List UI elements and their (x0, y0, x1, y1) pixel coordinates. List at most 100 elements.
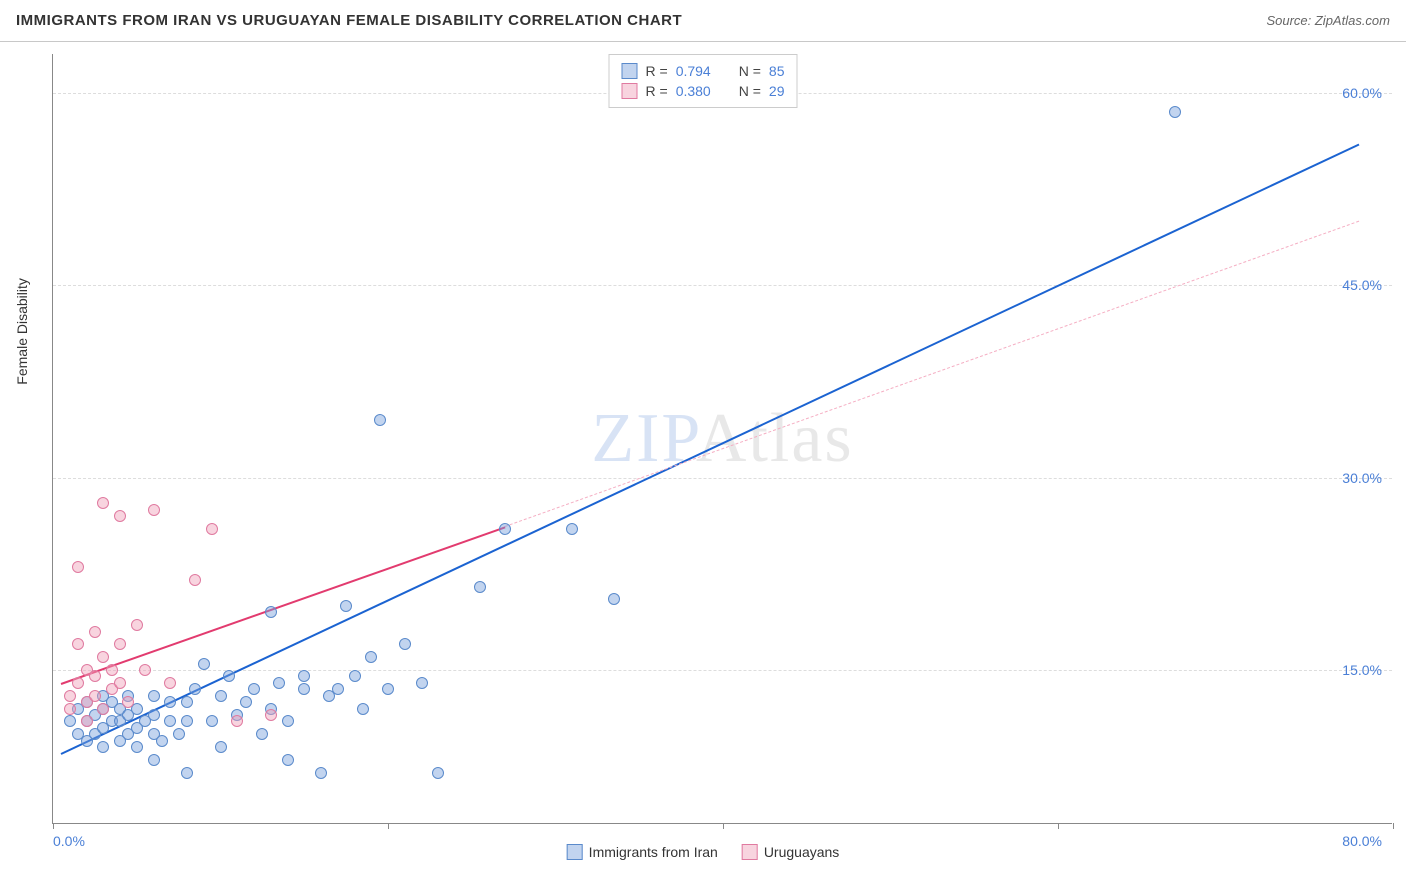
data-point (315, 767, 327, 779)
r-label-0: R = (646, 63, 668, 79)
legend-swatch-iran-bottom (567, 844, 583, 860)
n-value-0: 85 (769, 63, 785, 79)
r-label-1: R = (646, 83, 668, 99)
data-point (231, 715, 243, 727)
data-point (206, 523, 218, 535)
data-point (181, 696, 193, 708)
series-legend: Immigrants from Iran Uruguayans (567, 844, 840, 860)
data-point (432, 767, 444, 779)
data-point (89, 670, 101, 682)
data-point (189, 574, 201, 586)
data-point (332, 683, 344, 695)
data-point (399, 638, 411, 650)
data-point (148, 709, 160, 721)
x-tick-mark (388, 823, 389, 829)
data-point (298, 683, 310, 695)
y-axis-title: Female Disability (14, 278, 30, 385)
chart-header: IMMIGRANTS FROM IRAN VS URUGUAYAN FEMALE… (0, 0, 1406, 42)
data-point (298, 670, 310, 682)
n-value-1: 29 (769, 83, 785, 99)
data-point (265, 606, 277, 618)
n-label-0: N = (739, 63, 761, 79)
x-tick-label: 80.0% (1342, 833, 1382, 849)
legend-swatch-iran (622, 63, 638, 79)
data-point (189, 683, 201, 695)
data-point (1169, 106, 1181, 118)
series-name-0: Immigrants from Iran (589, 844, 718, 860)
data-point (198, 658, 210, 670)
x-tick-mark (1393, 823, 1394, 829)
data-point (566, 523, 578, 535)
source-prefix: Source: (1266, 13, 1314, 28)
data-point (499, 523, 511, 535)
watermark: ZIPAtlas (591, 399, 853, 479)
legend-swatch-uruguay-bottom (742, 844, 758, 860)
data-point (164, 696, 176, 708)
data-point (64, 690, 76, 702)
data-point (240, 696, 252, 708)
source-name: ZipAtlas.com (1315, 13, 1390, 28)
data-point (365, 651, 377, 663)
data-point (114, 638, 126, 650)
data-point (223, 670, 235, 682)
data-point (131, 619, 143, 631)
data-point (256, 728, 268, 740)
data-point (64, 703, 76, 715)
data-point (282, 754, 294, 766)
data-point (106, 664, 118, 676)
data-point (97, 703, 109, 715)
series-legend-item-1: Uruguayans (742, 844, 840, 860)
data-point (265, 709, 277, 721)
data-point (181, 715, 193, 727)
data-point (114, 510, 126, 522)
data-point (64, 715, 76, 727)
data-point (131, 741, 143, 753)
data-point (122, 696, 134, 708)
data-point (282, 715, 294, 727)
trend-line (61, 526, 506, 684)
data-point (248, 683, 260, 695)
correlation-legend-row-0: R = 0.794 N = 85 (622, 61, 785, 81)
data-point (156, 735, 168, 747)
data-point (374, 414, 386, 426)
data-point (357, 703, 369, 715)
chart-title: IMMIGRANTS FROM IRAN VS URUGUAYAN FEMALE… (16, 12, 682, 29)
legend-swatch-uruguay (622, 83, 638, 99)
data-point (215, 741, 227, 753)
data-point (340, 600, 352, 612)
data-point (89, 626, 101, 638)
data-point (608, 593, 620, 605)
data-point (97, 651, 109, 663)
data-point (72, 561, 84, 573)
data-point (382, 683, 394, 695)
watermark-atlas: Atlas (696, 400, 854, 477)
data-point (148, 754, 160, 766)
n-label-1: N = (739, 83, 761, 99)
data-point (416, 677, 428, 689)
data-point (72, 677, 84, 689)
correlation-legend-row-1: R = 0.380 N = 29 (622, 81, 785, 101)
data-point (164, 715, 176, 727)
data-point (181, 767, 193, 779)
data-point (139, 664, 151, 676)
series-name-1: Uruguayans (764, 844, 840, 860)
data-point (164, 677, 176, 689)
data-point (81, 715, 93, 727)
x-tick-mark (723, 823, 724, 829)
gridline (53, 478, 1392, 479)
data-point (97, 497, 109, 509)
correlation-legend: R = 0.794 N = 85 R = 0.380 N = 29 (609, 54, 798, 108)
data-point (89, 690, 101, 702)
trend-line (61, 144, 1360, 755)
data-point (273, 677, 285, 689)
x-tick-mark (53, 823, 54, 829)
data-point (148, 690, 160, 702)
series-legend-item-0: Immigrants from Iran (567, 844, 718, 860)
trend-line (505, 221, 1360, 527)
r-value-0: 0.794 (676, 63, 711, 79)
gridline (53, 670, 1392, 671)
chart-source: Source: ZipAtlas.com (1266, 13, 1390, 28)
data-point (148, 504, 160, 516)
r-value-1: 0.380 (676, 83, 711, 99)
gridline (53, 285, 1392, 286)
